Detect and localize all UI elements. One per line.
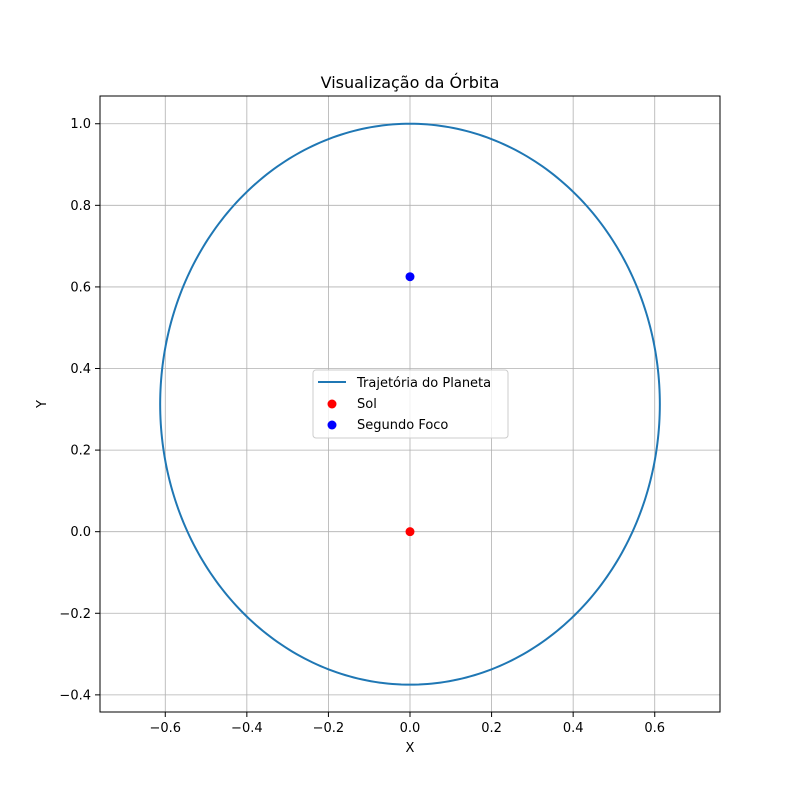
- legend-label-second-focus: Segundo Foco: [357, 418, 448, 433]
- y-tick-label: 0.6: [70, 280, 91, 295]
- x-tick-label: −0.6: [149, 721, 181, 736]
- y-tick-label: 0.0: [70, 525, 91, 540]
- plot-area: [159, 122, 661, 686]
- legend-marker-second-focus: [327, 420, 337, 430]
- legend: Trajetória do Planeta Sol Segundo Foco: [312, 369, 509, 439]
- legend-box: [312, 369, 509, 439]
- legend-marker-sol: [327, 399, 337, 409]
- x-tick-label: 0.6: [644, 721, 665, 736]
- y-tick-label: 0.4: [70, 362, 91, 377]
- y-tick-label: 0.2: [70, 444, 91, 459]
- legend-label-sol: Sol: [357, 397, 377, 412]
- second-focus-point: [405, 272, 415, 282]
- chart-title: Visualização da Órbita: [321, 73, 500, 92]
- x-axis-label: X: [406, 741, 415, 756]
- y-tick-label: −0.2: [59, 607, 91, 622]
- x-tick-label: 0.2: [481, 721, 502, 736]
- y-tick-label: 1.0: [70, 117, 91, 132]
- y-tick-label: −0.4: [59, 688, 91, 703]
- orbit-trajectory-line: [159, 122, 661, 686]
- x-tick-label: −0.4: [231, 721, 263, 736]
- y-axis-label: Y: [35, 400, 50, 409]
- x-tick-label: 0.0: [400, 721, 421, 736]
- ticks: −0.6 −0.4 −0.2 0.0 0.2 0.4 0.6 −0.4 −0.2 0.0 0.2 0.…: [59, 117, 665, 736]
- y-tick-label: 0.8: [70, 199, 91, 214]
- sun-point: [405, 527, 415, 537]
- x-tick-label: −0.2: [313, 721, 345, 736]
- legend-label-trajectory: Trajetória do Planeta: [356, 376, 491, 391]
- x-tick-label: 0.4: [563, 721, 584, 736]
